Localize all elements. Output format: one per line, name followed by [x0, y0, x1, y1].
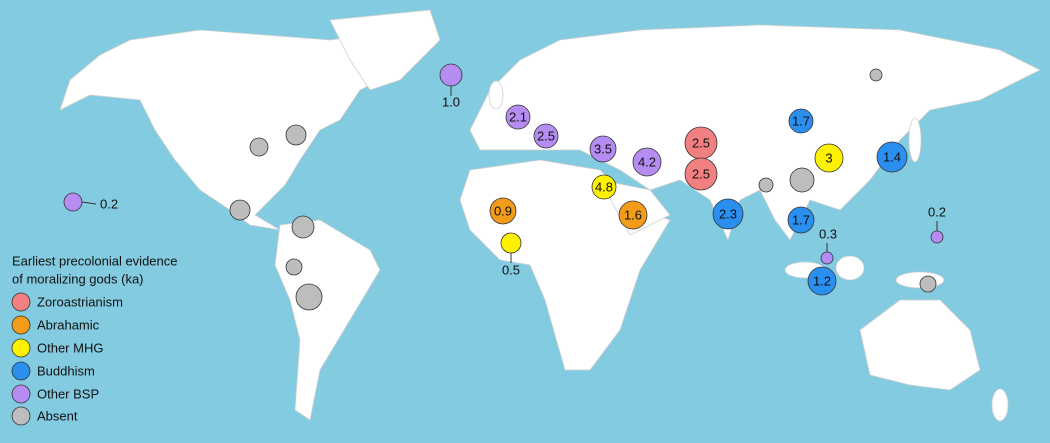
marker — [787, 206, 815, 234]
legend-title: of moralizing gods (ka) — [12, 271, 144, 286]
marker — [820, 251, 834, 265]
legend-swatch — [11, 406, 31, 426]
marker-label: 0.3 — [819, 226, 837, 241]
legend-item: Absent — [37, 408, 78, 423]
marker-label: 0.5 — [502, 262, 520, 277]
legend-item: Abrahamic — [37, 317, 100, 332]
legend-item: Other BSP — [37, 386, 99, 401]
marker-label: 2.5 — [537, 128, 555, 143]
marker-label: 2.3 — [719, 206, 737, 221]
marker-label: 2.5 — [692, 135, 710, 150]
marker — [919, 275, 937, 293]
marker-label: 1.4 — [883, 149, 901, 164]
marker — [869, 68, 883, 82]
marker — [291, 215, 315, 239]
marker — [285, 124, 307, 146]
leader-line — [81, 201, 97, 205]
marker-label: 1.6 — [624, 207, 642, 222]
marker-label: 4.2 — [638, 154, 656, 169]
marker-label: 3.5 — [594, 141, 612, 156]
marker-label: 1.7 — [792, 113, 810, 128]
legend-swatch — [11, 361, 31, 381]
marker — [807, 266, 837, 296]
marker — [684, 157, 718, 191]
marker-label: 4.8 — [595, 179, 613, 194]
marker — [285, 258, 303, 276]
marker-label: 2.1 — [509, 109, 527, 124]
marker — [876, 141, 908, 173]
marker — [712, 198, 744, 230]
marker — [589, 135, 617, 163]
marker — [591, 174, 617, 200]
marker-label: 0.9 — [494, 203, 512, 218]
legend-swatch — [11, 384, 31, 404]
land — [59, 9, 1041, 422]
marker — [788, 108, 814, 134]
legend-swatch — [11, 292, 31, 312]
marker-label: 0.2 — [928, 204, 946, 219]
marker-label: 3 — [825, 150, 832, 165]
marker — [814, 143, 844, 173]
marker-label: 1.0 — [442, 94, 460, 109]
marker-label: 1.7 — [792, 212, 810, 227]
marker — [758, 177, 774, 193]
marker — [930, 230, 944, 244]
marker — [249, 137, 269, 157]
marker — [533, 123, 559, 149]
marker — [295, 283, 323, 311]
marker-label: 2.5 — [692, 166, 710, 181]
marker — [632, 147, 662, 177]
marker — [439, 63, 463, 87]
legend-item: Buddhism — [37, 363, 95, 378]
marker — [489, 197, 517, 225]
legend-title: Earliest precolonial evidence — [12, 253, 177, 268]
legend-item: Zoroastrianism — [37, 294, 123, 309]
marker — [229, 199, 251, 221]
marker — [618, 200, 648, 230]
markers: 1.0 0.2 2.1 2.5 3.5 4.2 4.8 0.9 1.6 0.5 … — [63, 63, 946, 311]
legend-swatch — [11, 315, 31, 335]
marker-label: 0.2 — [100, 196, 118, 211]
legend: Earliest precolonial evidence of moraliz… — [11, 253, 177, 426]
legend-item: Other MHG — [37, 340, 103, 355]
marker-label: 1.2 — [813, 273, 831, 288]
marker — [505, 104, 531, 130]
legend-swatch — [11, 338, 31, 358]
marker — [789, 167, 815, 193]
marker — [63, 192, 83, 212]
marker — [500, 232, 522, 254]
